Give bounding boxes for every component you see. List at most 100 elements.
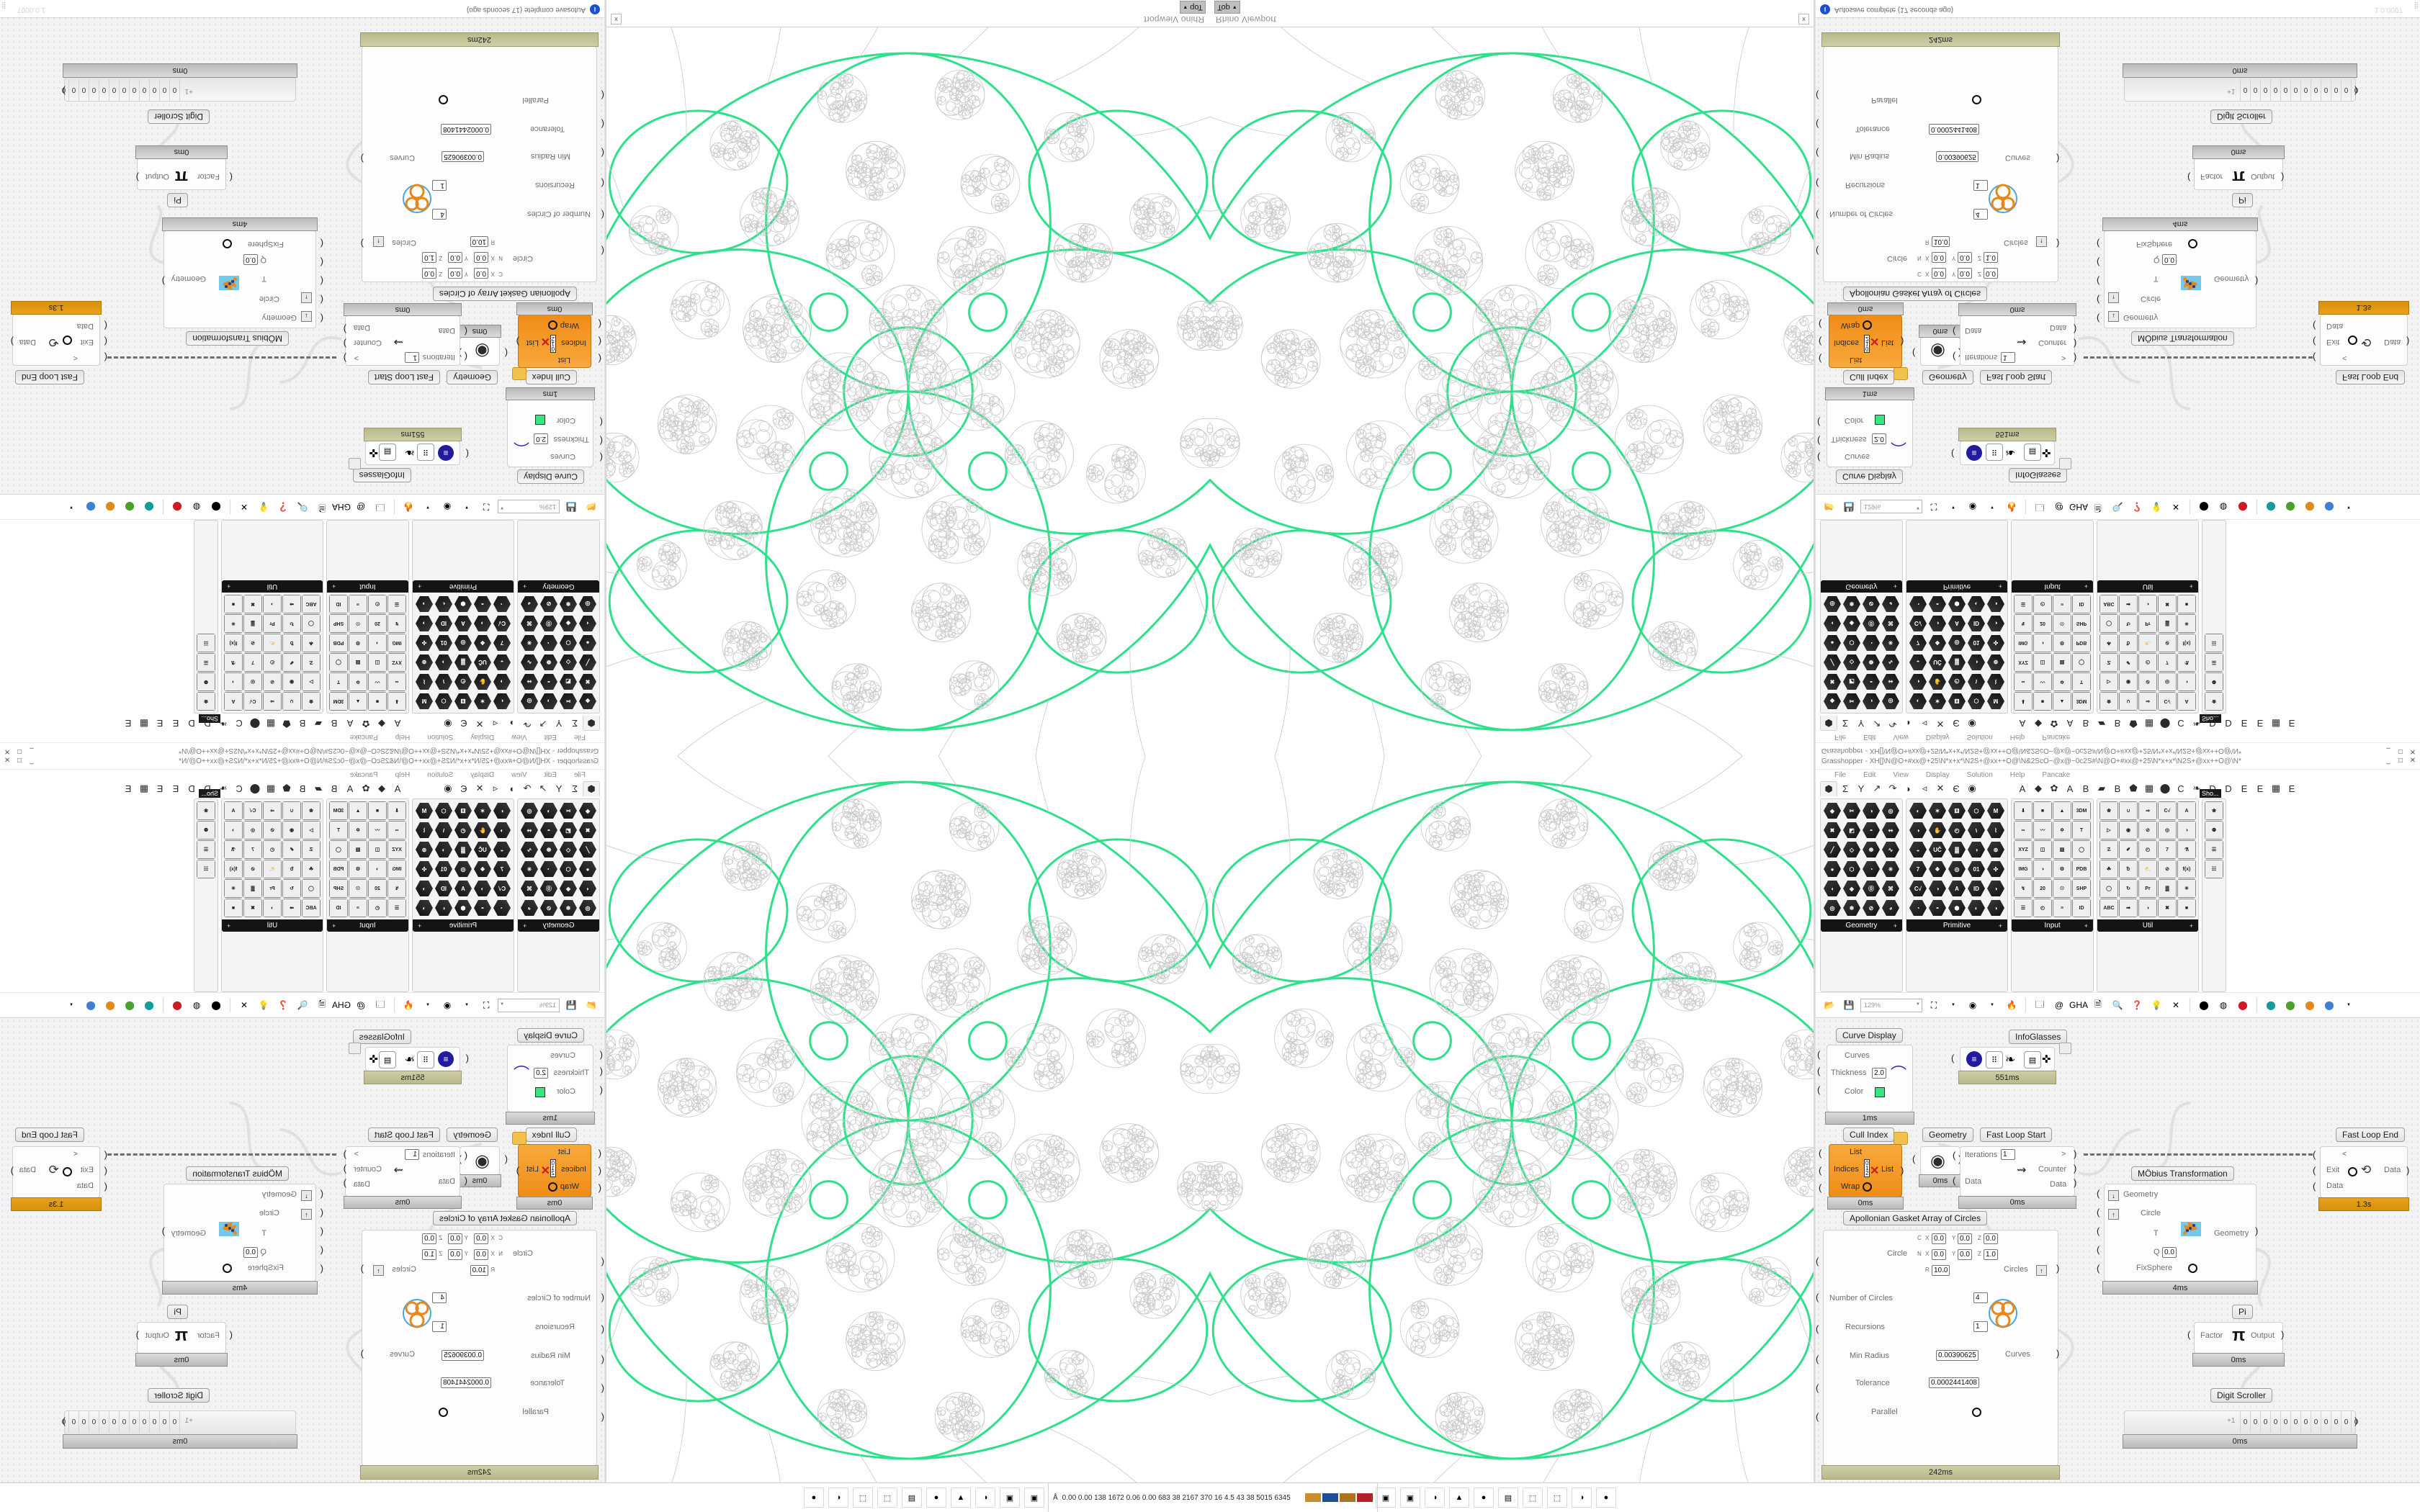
taskbar-item-right-0[interactable]: ▣: [1376, 1488, 1396, 1508]
component-icon-2-7[interactable]: T: [2072, 821, 2091, 840]
input-port[interactable]: (: [601, 1323, 604, 1334]
input-port[interactable]: (: [1819, 354, 1822, 364]
component-icon-2-16[interactable]: ↯: [2014, 614, 2033, 633]
ribbon-tab-left-2[interactable]: Υ: [1857, 718, 1865, 729]
input-port[interactable]: (: [1953, 1175, 1956, 1186]
node-caption-apollonian[interactable]: Apollonian Gasket Array of Circles: [432, 287, 577, 301]
component-icon-1-21[interactable]: ◑: [1928, 879, 1947, 898]
component-icon-3-23[interactable]: ▓: [2158, 879, 2177, 898]
chevron-down-icon[interactable]: ▼: [465, 505, 469, 509]
chevron-down-icon[interactable]: ▼: [2347, 1003, 2351, 1007]
iterations-value[interactable]: 1: [2001, 352, 2015, 363]
component-icon-3-2[interactable]: ⇒: [2138, 801, 2157, 820]
input-port[interactable]: (: [1817, 1049, 1821, 1060]
output-port[interactable]: ): [1901, 1165, 1904, 1176]
taskbar-item-right-8[interactable]: ◑: [1572, 1488, 1592, 1508]
taskbar-item-left-9[interactable]: ▣: [1024, 1488, 1044, 1508]
input-port[interactable]: (: [320, 238, 323, 249]
component-icon-0-21[interactable]: ❄: [1842, 595, 1861, 613]
component-icon-2-7[interactable]: T: [329, 821, 348, 840]
component-icon-0-23[interactable]: ◕: [1881, 899, 1900, 917]
ribbon-tab-right-17[interactable]: E: [2288, 783, 2295, 794]
ribbon-tab-right-5[interactable]: ▰: [315, 783, 322, 793]
component-icon-1-22[interactable]: A: [454, 614, 472, 633]
ribbon-tab-left-7[interactable]: ✕: [1936, 719, 1945, 729]
component-icon-3-13[interactable]: 7: [2158, 653, 2177, 672]
c-x-value[interactable]: 0.0: [474, 268, 488, 279]
component-icon-2-21[interactable]: ◴: [2033, 595, 2052, 613]
infoglasses-toggle-3-icon[interactable]: ❧: [2005, 446, 2016, 459]
component-icon-1-9[interactable]: ⌇: [415, 821, 434, 840]
output-port[interactable]: ): [2255, 1225, 2259, 1236]
input-port[interactable]: (: [104, 1165, 107, 1176]
search-icon[interactable]: 🔍: [297, 1000, 308, 1010]
canvas-toolbar[interactable]: 📂 💾 129% ▼ ⛶ ▼ ◉ ▼ 🔥 🗔 @ GHA 🗎 🔍 ❓ 💡: [1816, 992, 2420, 1018]
palette-expander-icon[interactable]: +: [2084, 582, 2088, 590]
input-port[interactable]: (: [601, 246, 604, 256]
component-icon-1-17[interactable]: ◎: [454, 634, 472, 652]
output-port[interactable]: ): [2074, 1163, 2077, 1174]
save-icon[interactable]: 💾: [1843, 1000, 1855, 1010]
ribbon-tab-right-15[interactable]: E: [156, 783, 163, 794]
window-controls[interactable]: _ □ ✕: [2384, 747, 2417, 755]
input-port[interactable]: (: [1817, 1084, 1821, 1095]
ribbon-tab-left-5[interactable]: ◗: [508, 718, 514, 729]
number-of-circles-value[interactable]: 4: [432, 209, 447, 220]
component-icon-3-25[interactable]: ABC: [2099, 899, 2118, 917]
component-icon-3-15[interactable]: ☘: [2099, 634, 2118, 652]
zoom-level-field[interactable]: 129% ▼: [1860, 500, 1922, 514]
ribbon-tab-right-3[interactable]: A: [346, 718, 354, 729]
rhino-canvas[interactable]: [606, 756, 1210, 1485]
palette-group-util[interactable]: ❀ ∪ ⇒ C√ A ▷ ◉ ⊘ ◎ ◑ ☡ ✐ ◴ 7 ⚗ ☘ ␢ ⛅ ⊘ f(x) ◯ ↻ Pr ▓ ☀ ABC ➡ ◑ ✖ ■ Uti…: [2097, 520, 2199, 714]
palette-group-primitive[interactable]: ◐ ✶ ⚅ ⬡ M ◑ ✋ ◴ ١ ⌇ ◒ UČ ▓ ◑ ⊕ 7 ❖ ◎ 01 ✣ C√ ◑ A ID ◑ ◔ ◓ ⬢ ◐ ◑ Primit…: [412, 520, 514, 714]
component-icon-2-16[interactable]: ↯: [387, 614, 406, 633]
close-icon[interactable]: ✕: [2409, 757, 2416, 765]
menu-item-solution[interactable]: Solution: [427, 771, 454, 779]
output-port[interactable]: ): [343, 338, 346, 349]
ribbon-tab-left-9[interactable]: ◉: [1968, 719, 1976, 729]
ribbon-tab-left-6[interactable]: ◃: [1922, 783, 1927, 793]
ribbon-tab-right-2[interactable]: ✿: [2050, 783, 2058, 793]
component-icon-2-9[interactable]: ◫: [368, 840, 387, 859]
component-icon-0-6[interactable]: ◓: [1862, 821, 1881, 840]
component-icon-0-14[interactable]: ◔: [539, 860, 558, 878]
ribbon-tab-left-2[interactable]: Υ: [1857, 783, 1865, 794]
node-pi[interactable]: Factor π Output: [2194, 158, 2283, 190]
chevron-down-icon[interactable]: ▼: [1990, 505, 1994, 509]
component-icon-3-16[interactable]: ␢: [2119, 860, 2138, 878]
palette-group-primitive[interactable]: ◐ ✶ ⚅ ⬡ M ◑ ✋ ◴ ١ ⌇ ◒ UČ ▓ ◑ ⊕ 7 ❖ ◎ 01 ✣ C√ ◑ A ID ◑ ◔ ◓ ⬢ ◐ ◑ Primit…: [1906, 520, 2008, 714]
circle-z-value[interactable]: 1.0: [1984, 252, 1998, 263]
folder-open-icon[interactable]: 📂: [1824, 502, 1835, 512]
component-palettes[interactable]: ◆ ✂ ◑ ◎ ✖ ◩ ◓ ↭ ╱ ◇ ☸ ∿ ● ⬡ ◔ ✳ ◖ ◈ ⓪ ⌘ ◎ ❄ ⊘ ◕ Geometry + ◐ ✶ ⚅ ⬡ M ◑ ✋…: [0, 520, 604, 723]
sphere-light-icon[interactable]: ◍: [2219, 502, 2228, 512]
infoglasses-toggle-1-icon[interactable]: ≡: [438, 445, 454, 461]
c-y-value[interactable]: 0.0: [448, 1233, 462, 1244]
component-icon-0-18[interactable]: ⓪: [1862, 879, 1881, 898]
menu-item-file[interactable]: File: [573, 771, 586, 779]
component-icon-1-10[interactable]: ◒: [1909, 653, 1927, 672]
component-icon-0-11[interactable]: ∿: [520, 653, 539, 672]
component-icon-1-12[interactable]: ▓: [1948, 653, 1966, 672]
input-port[interactable]: (: [599, 1066, 603, 1076]
output-port[interactable]: ): [2056, 153, 2060, 164]
component-icon-3-3[interactable]: C√: [243, 692, 262, 711]
ribbon-tab-right-7[interactable]: ⬟: [2129, 783, 2138, 793]
component-icon-2-10[interactable]: ▨: [349, 653, 367, 672]
component-icon-1-2[interactable]: ⚅: [454, 692, 472, 711]
output-port[interactable]: ): [2255, 276, 2259, 287]
component-icon-3-17[interactable]: ⛅: [263, 634, 282, 652]
component-icon-0-19[interactable]: ⌘: [520, 614, 539, 633]
at-icon[interactable]: @: [356, 502, 366, 512]
component-icon-3-18[interactable]: ⊘: [243, 860, 262, 878]
input-port[interactable]: (: [504, 348, 508, 359]
ribbon-tab-right-15[interactable]: E: [2257, 718, 2264, 729]
component-icon-3-6[interactable]: ◉: [2119, 821, 2138, 840]
component-icon-1-4[interactable]: M: [415, 801, 434, 820]
bake-flame-icon[interactable]: 🔥: [403, 1000, 414, 1010]
wrap-toggle[interactable]: [548, 320, 557, 330]
component-icon-4-1[interactable]: ❁: [197, 672, 215, 691]
component-icon-3-14[interactable]: ⚗: [224, 840, 243, 859]
digit-cell-6[interactable]: 0: [2300, 1411, 2311, 1433]
thickness-value[interactable]: 2.0: [1872, 1068, 1886, 1079]
